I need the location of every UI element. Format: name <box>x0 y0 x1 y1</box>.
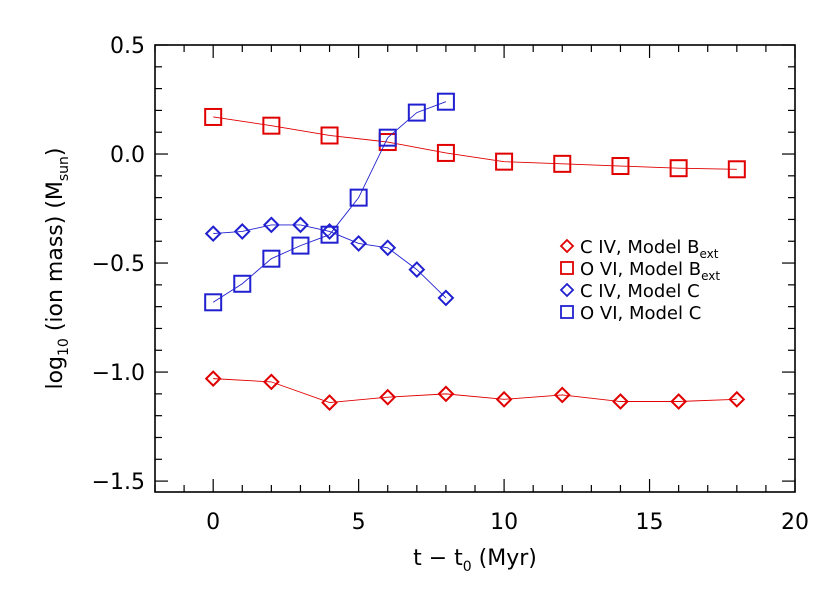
y-tick-label: −1.5 <box>92 470 145 495</box>
data-point <box>407 103 426 122</box>
data-point <box>233 274 252 293</box>
series-line <box>213 378 737 404</box>
data-point <box>291 236 310 255</box>
series-line <box>212 101 447 303</box>
data-point <box>436 92 455 111</box>
axis-ticks <box>154 44 796 492</box>
legend-label: O VI, Model C <box>580 303 701 324</box>
legend-entry: C IV, Model Bext <box>559 237 719 261</box>
data-point <box>727 160 746 179</box>
data-point <box>320 126 339 145</box>
legend-entry: O VI, Model Bext <box>560 259 720 283</box>
data-point <box>204 107 223 126</box>
x-tick-label: 15 <box>636 510 664 535</box>
data-point <box>379 388 397 406</box>
x-tick-label: 10 <box>490 510 518 535</box>
y-axis-label: log10 (ion mass) (Msun) <box>43 147 72 389</box>
series-layer <box>204 92 746 412</box>
legend-entry: C IV, Model C <box>559 281 700 302</box>
data-point <box>612 393 629 410</box>
legend-marker <box>560 261 574 275</box>
data-point <box>204 293 223 312</box>
data-point <box>262 249 281 268</box>
series-line <box>213 224 447 299</box>
legend-label: C IV, Model C <box>580 281 700 302</box>
legend-marker <box>560 305 574 319</box>
series-1 <box>204 370 746 412</box>
data-point <box>204 370 222 388</box>
data-point <box>437 385 455 403</box>
data-point <box>292 216 309 234</box>
y-tick-label: −1.0 <box>92 361 145 386</box>
series-2 <box>204 107 746 179</box>
data-point <box>553 386 571 404</box>
data-point <box>670 393 688 410</box>
x-tick-label: 5 <box>352 510 366 535</box>
x-axis-label: t − t0 (Myr) <box>413 546 537 575</box>
data-point <box>495 152 514 171</box>
data-point <box>495 390 513 408</box>
tick-labels: 0 5 10 15 20 0.5 0.0 −0.5 −1.0 −1.5 <box>92 34 809 535</box>
data-point <box>437 289 455 307</box>
legend-label: C IV, Model Bext <box>580 237 719 261</box>
axis-labels: t − t0 (Myr) log10 (ion mass) (Msun) <box>43 147 537 575</box>
data-point <box>233 223 251 240</box>
data-point <box>408 261 426 279</box>
legend-entry: O VI, Model C <box>560 303 701 324</box>
data-point <box>728 390 746 408</box>
data-point <box>321 394 338 412</box>
y-tick-label: 0.5 <box>110 34 145 59</box>
legend-marker <box>559 282 575 298</box>
series-line <box>213 116 737 170</box>
data-point <box>611 157 630 176</box>
data-point <box>669 159 688 178</box>
data-point <box>378 128 397 147</box>
legend-marker <box>559 238 575 254</box>
x-tick-label: 0 <box>206 510 220 535</box>
data-point <box>436 143 455 162</box>
series-4 <box>204 92 455 312</box>
data-point <box>553 154 572 173</box>
data-point <box>349 188 368 207</box>
data-point <box>320 225 339 244</box>
data-point <box>262 373 280 391</box>
data-point <box>379 239 397 257</box>
x-tick-label: 20 <box>781 510 809 535</box>
data-point <box>262 216 280 234</box>
y-tick-label: 0.0 <box>110 143 145 168</box>
data-point <box>204 225 222 243</box>
legend-label: O VI, Model Bext <box>580 259 720 283</box>
data-point <box>350 235 368 252</box>
y-tick-label: −0.5 <box>92 252 145 277</box>
data-point <box>262 116 281 135</box>
